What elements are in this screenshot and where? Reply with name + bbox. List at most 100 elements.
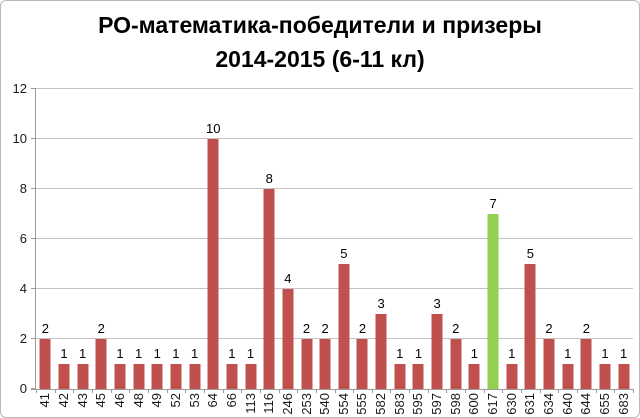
gridline-y-10	[36, 138, 633, 139]
bar	[468, 364, 480, 389]
x-axis-tick	[36, 389, 37, 393]
bar	[39, 339, 51, 389]
x-axis-tick	[558, 389, 559, 393]
chart-title: РО-математика-победители и призеры 2014-…	[1, 8, 639, 76]
bar-slot-583: 1	[390, 89, 409, 389]
x-tick-label: 582	[373, 393, 389, 415]
x-tick-label: 66	[223, 393, 239, 408]
x-label-slot: 113	[241, 393, 260, 417]
x-tick-label: 655	[597, 393, 613, 415]
x-label-slot: 41	[36, 393, 55, 417]
bar-value-label: 5	[526, 246, 535, 261]
bar-slot-683: 1	[614, 89, 633, 389]
x-axis-tick	[540, 389, 541, 393]
bar	[207, 139, 219, 389]
x-axis-tick	[465, 389, 466, 393]
x-axis-tick	[502, 389, 503, 393]
y-tick-label: 12	[12, 81, 27, 96]
bar-value-label: 1	[246, 346, 255, 361]
bar-slot-53: 1	[185, 89, 204, 389]
x-axis-tick	[167, 389, 168, 393]
bar-value-label: 3	[377, 296, 385, 311]
bar-slot-45: 2	[92, 89, 111, 389]
x-tick-label: 43	[74, 393, 90, 408]
bar-slot-246: 4	[279, 89, 298, 389]
bar-value-label: 3	[433, 296, 441, 311]
bar	[282, 289, 294, 389]
bar-value-label: 4	[284, 271, 292, 286]
x-label-slot: 683	[614, 393, 633, 417]
x-tick-label: 52	[167, 393, 183, 408]
bar-value-label: 1	[470, 346, 479, 361]
x-tick-label: 42	[55, 393, 71, 408]
x-tick-label: 597	[429, 393, 445, 415]
bar-value-label: 2	[302, 321, 311, 336]
gridline-y-4	[36, 288, 633, 289]
x-tick-label: 253	[298, 393, 314, 415]
x-label-slot: 655	[596, 393, 615, 417]
bar	[226, 364, 238, 389]
bar	[543, 339, 555, 389]
x-label-slot: 583	[390, 393, 409, 417]
x-tick-label: 600	[466, 393, 482, 415]
bar-slot-48: 1	[129, 89, 148, 389]
y-axis-tick	[31, 288, 36, 289]
x-label-slot: 597	[428, 393, 447, 417]
bar-value-label: 10	[206, 121, 221, 136]
bar-value-label: 1	[228, 346, 236, 361]
x-label-slot: 644	[577, 393, 596, 417]
bar	[562, 364, 574, 389]
y-axis-tick	[31, 138, 36, 139]
bar-value-label: 1	[601, 346, 609, 361]
x-label-slot: 600	[465, 393, 484, 417]
x-tick-label: 555	[354, 393, 370, 415]
x-axis-tick	[316, 389, 317, 393]
bar-value-label: 1	[620, 346, 628, 361]
x-axis-tick	[260, 389, 261, 393]
x-label-slot: 45	[92, 393, 111, 417]
x-axis-tick	[446, 389, 447, 393]
x-tick-label: 45	[93, 393, 109, 408]
x-tick-label: 644	[578, 393, 594, 415]
bar-slot-49: 1	[148, 89, 167, 389]
bar-value-label: 5	[340, 246, 348, 261]
y-axis-line	[35, 89, 36, 390]
bar-slot-43: 1	[73, 89, 92, 389]
y-axis-tick	[31, 238, 36, 239]
x-tick-label: 49	[149, 393, 165, 408]
y-tick-label: 4	[19, 281, 27, 296]
x-label-slot: 64	[204, 393, 223, 417]
x-tick-label: 41	[37, 393, 53, 408]
x-tick-label: 46	[111, 393, 127, 408]
x-tick-label: 617	[485, 393, 501, 415]
x-axis-tick	[73, 389, 74, 393]
x-label-slot: 554	[335, 393, 354, 417]
bar-value-label: 2	[97, 321, 105, 336]
bar-value-label: 2	[545, 321, 553, 336]
x-tick-label: 583	[391, 393, 407, 415]
x-axis-tick	[484, 389, 485, 393]
x-axis-tick	[185, 389, 186, 393]
bar-slot-582: 3	[372, 89, 391, 389]
bar-slot-595: 1	[409, 89, 428, 389]
y-axis-tick	[31, 188, 36, 189]
x-label-slot: 49	[148, 393, 167, 417]
x-axis-tick	[521, 389, 522, 393]
y-tick-label: 0	[19, 381, 27, 396]
x-label-slot: 48	[129, 393, 148, 417]
bar	[58, 364, 70, 389]
bar	[524, 264, 536, 389]
bar	[618, 364, 630, 389]
x-tick-label: 48	[130, 393, 146, 408]
x-label-slot: 634	[540, 393, 559, 417]
x-axis-tick	[92, 389, 93, 393]
y-tick-label: 8	[19, 181, 27, 196]
bar	[375, 314, 387, 389]
bar-slot-598: 2	[446, 89, 465, 389]
bar-slot-52: 1	[167, 89, 186, 389]
x-tick-label: 630	[503, 393, 519, 415]
bar-slot-631: 5	[521, 89, 540, 389]
bar-value-label: 1	[153, 346, 161, 361]
bar	[450, 339, 462, 389]
